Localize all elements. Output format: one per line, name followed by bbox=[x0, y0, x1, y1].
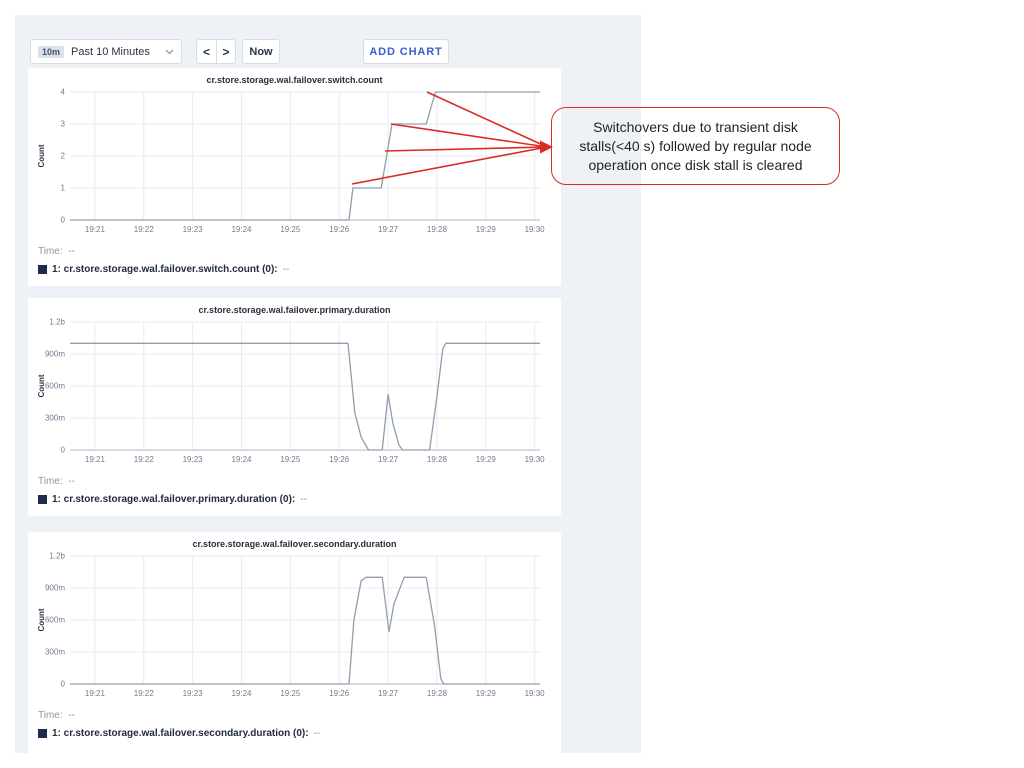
chart-panel-primary-duration: cr.store.storage.wal.failover.primary.du… bbox=[28, 298, 561, 516]
chart-title: cr.store.storage.wal.failover.primary.du… bbox=[198, 305, 391, 315]
svg-text:2: 2 bbox=[61, 152, 66, 161]
annotation-callout: Switchovers due to transient disk stalls… bbox=[551, 107, 840, 185]
chart-plot-area[interactable]: 0 1 2 3 4 19:21 19:22 19:23 19:24 19:25 19:26 19:27… bbox=[36, 84, 553, 240]
svg-text:19:28: 19:28 bbox=[427, 689, 448, 698]
time-range-badge: 10m bbox=[38, 45, 65, 58]
svg-text:19:22: 19:22 bbox=[134, 225, 155, 234]
svg-text:1.2b: 1.2b bbox=[49, 552, 65, 561]
time-nav-group: < > bbox=[196, 39, 236, 64]
svg-text:0: 0 bbox=[61, 446, 66, 455]
svg-text:600m: 600m bbox=[45, 616, 65, 625]
svg-text:Count: Count bbox=[37, 608, 46, 631]
add-chart-button[interactable]: ADD CHART bbox=[363, 39, 449, 64]
svg-text:19:25: 19:25 bbox=[280, 689, 301, 698]
chart-title: cr.store.storage.wal.failover.secondary.… bbox=[192, 539, 397, 549]
chart-time-readout: Time: -- bbox=[38, 710, 75, 721]
svg-text:19:26: 19:26 bbox=[329, 689, 350, 698]
svg-text:19:24: 19:24 bbox=[231, 455, 252, 464]
svg-text:900m: 900m bbox=[45, 350, 65, 359]
chart-legend: 1: cr.store.storage.wal.failover.primary… bbox=[38, 494, 307, 505]
annotation-text: Switchovers due to transient disk stalls… bbox=[579, 118, 812, 173]
svg-text:Count: Count bbox=[37, 374, 46, 397]
svg-text:4: 4 bbox=[61, 88, 66, 97]
legend-swatch-icon bbox=[38, 729, 47, 738]
chart-panel-secondary-duration: cr.store.storage.wal.failover.secondary.… bbox=[28, 532, 561, 753]
time-range-dropdown[interactable]: 10m Past 10 Minutes bbox=[30, 39, 182, 64]
time-range-label: Past 10 Minutes bbox=[71, 45, 150, 58]
svg-text:600m: 600m bbox=[45, 382, 65, 391]
svg-text:1: 1 bbox=[61, 184, 66, 193]
svg-text:19:26: 19:26 bbox=[329, 225, 350, 234]
svg-text:19:21: 19:21 bbox=[85, 455, 106, 464]
chart-legend: 1: cr.store.storage.wal.failover.seconda… bbox=[38, 728, 320, 739]
now-button[interactable]: Now bbox=[242, 39, 280, 64]
svg-text:19:29: 19:29 bbox=[476, 225, 497, 234]
svg-text:19:26: 19:26 bbox=[329, 455, 350, 464]
svg-text:19:27: 19:27 bbox=[378, 455, 399, 464]
svg-text:Count: Count bbox=[37, 144, 46, 167]
svg-text:900m: 900m bbox=[45, 584, 65, 593]
svg-text:19:30: 19:30 bbox=[525, 689, 546, 698]
svg-text:19:27: 19:27 bbox=[378, 225, 399, 234]
svg-text:19:21: 19:21 bbox=[85, 689, 106, 698]
svg-text:19:25: 19:25 bbox=[280, 455, 301, 464]
chart-plot-area[interactable]: 0 300m 600m 900m 1.2b 19:21 19:22 19:23 19:24 19:… bbox=[36, 548, 553, 704]
chart-title: cr.store.storage.wal.failover.switch.cou… bbox=[206, 75, 383, 85]
svg-text:19:28: 19:28 bbox=[427, 225, 448, 234]
svg-text:19:29: 19:29 bbox=[476, 455, 497, 464]
legend-swatch-icon bbox=[38, 265, 47, 274]
chart-time-readout: Time: -- bbox=[38, 246, 75, 257]
chart-panel-switch-count: cr.store.storage.wal.failover.switch.cou… bbox=[28, 68, 561, 286]
svg-text:19:24: 19:24 bbox=[231, 225, 252, 234]
svg-text:19:28: 19:28 bbox=[427, 455, 448, 464]
svg-text:19:21: 19:21 bbox=[85, 225, 106, 234]
svg-text:19:27: 19:27 bbox=[378, 689, 399, 698]
svg-text:19:23: 19:23 bbox=[183, 689, 204, 698]
chart-legend: 1: cr.store.storage.wal.failover.switch.… bbox=[38, 264, 289, 275]
legend-swatch-icon bbox=[38, 495, 47, 504]
svg-text:19:23: 19:23 bbox=[183, 455, 204, 464]
metrics-content-area: 10m Past 10 Minutes < > Now ADD CHART cr… bbox=[15, 15, 641, 753]
chart-plot-area[interactable]: 0 300m 600m 900m 1.2b 19:21 19:22 19:23 19:24 19:… bbox=[36, 314, 553, 470]
next-time-button[interactable]: > bbox=[215, 40, 235, 63]
svg-text:0: 0 bbox=[61, 216, 66, 225]
svg-text:300m: 300m bbox=[45, 414, 65, 423]
svg-text:19:23: 19:23 bbox=[183, 225, 204, 234]
svg-text:1.2b: 1.2b bbox=[49, 318, 65, 327]
svg-text:3: 3 bbox=[61, 120, 66, 129]
chart-time-readout: Time: -- bbox=[38, 476, 75, 487]
svg-text:19:24: 19:24 bbox=[231, 689, 252, 698]
svg-text:19:30: 19:30 bbox=[525, 455, 546, 464]
svg-text:0: 0 bbox=[61, 680, 66, 689]
svg-text:19:22: 19:22 bbox=[134, 689, 155, 698]
svg-text:19:22: 19:22 bbox=[134, 455, 155, 464]
svg-text:19:30: 19:30 bbox=[525, 225, 546, 234]
prev-time-button[interactable]: < bbox=[197, 40, 216, 63]
svg-text:19:29: 19:29 bbox=[476, 689, 497, 698]
svg-text:19:25: 19:25 bbox=[280, 225, 301, 234]
chevron-right-icon: > bbox=[222, 44, 230, 59]
chevron-left-icon: < bbox=[202, 44, 210, 59]
chevron-down-icon bbox=[165, 49, 174, 55]
svg-text:300m: 300m bbox=[45, 648, 65, 657]
